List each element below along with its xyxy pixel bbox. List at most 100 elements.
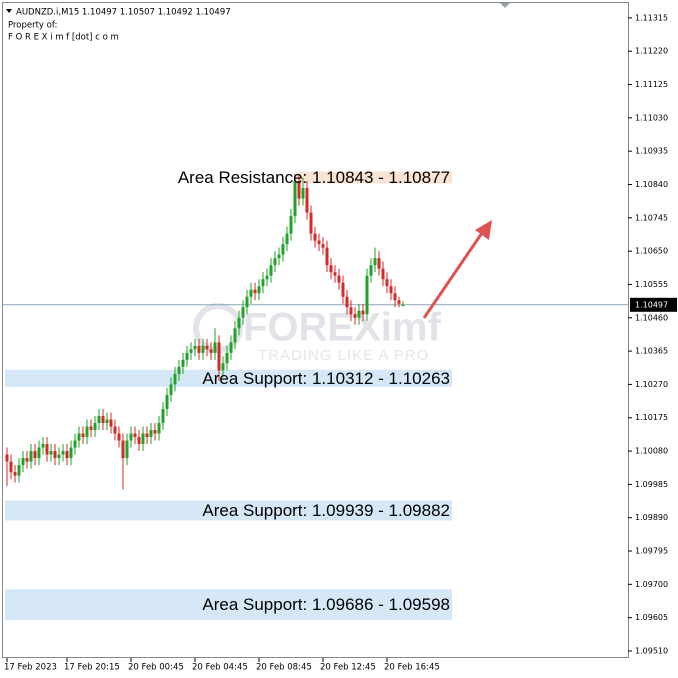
- candle-body: [317, 240, 321, 245]
- candle-body: [225, 352, 229, 364]
- candle-body: [85, 426, 89, 438]
- y-tick-label: 1.11315: [635, 13, 668, 22]
- x-tick-label: 17 Feb 2023: [4, 663, 57, 673]
- candle-body: [185, 352, 189, 360]
- candle-body: [29, 451, 33, 462]
- watermark-brand: FOREXimf: [243, 306, 441, 350]
- candle-body: [349, 307, 353, 315]
- candle-body: [213, 342, 217, 353]
- candle-body: [337, 275, 341, 283]
- candle-body: [245, 296, 249, 308]
- x-tick-label: 20 Feb 04:45: [192, 663, 248, 673]
- candle-body: [233, 328, 237, 343]
- candle-body: [285, 233, 289, 245]
- y-tick-label: 1.10460: [635, 313, 668, 322]
- candle-body: [81, 433, 85, 438]
- candle-body: [229, 342, 233, 353]
- candle-body: [249, 289, 253, 297]
- zone-label: Area Support: 1.09939 - 1.09882: [202, 501, 450, 520]
- candle-body: [281, 244, 285, 255]
- candle-body: [309, 212, 313, 234]
- y-tick-label: 1.09985: [635, 480, 668, 489]
- current-price-label: 1.10497: [635, 300, 668, 309]
- candle-body: [41, 444, 45, 448]
- candle-body: [157, 423, 161, 434]
- candle-body: [329, 265, 333, 273]
- current-price-box: [630, 297, 677, 312]
- candle-body: [361, 310, 365, 315]
- zone: [5, 500, 452, 521]
- candle-body: [345, 296, 349, 308]
- candle-body: [197, 345, 201, 353]
- candle-body: [277, 254, 281, 259]
- y-tick-label: 1.10650: [635, 247, 668, 256]
- candle-body: [97, 415, 101, 423]
- candle-body: [205, 345, 209, 350]
- candle-body: [169, 384, 173, 395]
- candle-body: [289, 216, 293, 234]
- candle-body: [93, 423, 97, 431]
- y-tick-label: 1.10840: [635, 180, 668, 189]
- candle-body: [5, 454, 9, 462]
- candle-body: [73, 440, 77, 448]
- zone-label: Area Support: 1.09686 - 1.09598: [202, 595, 450, 614]
- candle-body: [141, 433, 145, 445]
- candle-body: [173, 373, 177, 385]
- candle-body: [293, 180, 297, 217]
- candle-body: [37, 447, 41, 459]
- x-tick-label: 17 Feb 20:15: [64, 663, 120, 673]
- candle-body: [365, 275, 369, 315]
- candle-body: [49, 451, 53, 455]
- y-tick-label: 1.10365: [635, 347, 668, 356]
- candle-body: [333, 272, 337, 276]
- candle-body: [21, 458, 25, 466]
- y-tick-label: 1.11030: [635, 113, 668, 122]
- candle-body: [153, 430, 157, 434]
- candle-body: [357, 310, 361, 318]
- candle-body: [45, 444, 49, 455]
- candle-body: [193, 345, 197, 350]
- candle-body: [385, 279, 389, 287]
- candle-body: [69, 447, 73, 459]
- candle-body: [133, 433, 137, 438]
- candle-body: [129, 433, 133, 441]
- candle-body: [25, 458, 29, 462]
- candle-body: [373, 258, 377, 266]
- candle-body: [165, 394, 169, 409]
- y-tick-label: 1.09605: [635, 613, 668, 622]
- candle-body: [113, 426, 117, 434]
- candle-body: [353, 314, 357, 318]
- x-tick-label: 20 Feb 08:45: [256, 663, 312, 673]
- candle-body: [161, 408, 165, 423]
- candle-body: [265, 275, 269, 280]
- candle-body: [121, 440, 125, 459]
- x-tick-label: 20 Feb 16:45: [384, 663, 440, 673]
- candle-body: [137, 437, 141, 445]
- arrow-head: [475, 220, 492, 240]
- candle-body: [237, 317, 241, 329]
- plot-frame: [2, 2, 629, 658]
- candle-body: [297, 180, 301, 199]
- header-title: AUDNZD.i,M15 1.10497 1.10507 1.10492 1.1…: [16, 8, 231, 18]
- y-tick-label: 1.09700: [635, 580, 668, 589]
- zone: [5, 589, 452, 621]
- candle-body: [145, 433, 149, 438]
- candle-body: [217, 342, 221, 371]
- candle-body: [261, 279, 265, 287]
- header-arrow: [6, 9, 12, 13]
- candle-body: [221, 363, 225, 371]
- candle-body: [53, 451, 57, 459]
- candle-body: [325, 247, 329, 266]
- zone-label: Area Support: 1.10312 - 1.10263: [202, 369, 450, 388]
- candle-body: [301, 188, 305, 199]
- zone: [5, 369, 452, 387]
- y-tick-label: 1.10555: [635, 280, 668, 289]
- candle-body: [305, 188, 309, 213]
- plot: [3, 173, 628, 490]
- candle-body: [253, 289, 257, 294]
- y-tick-label: 1.10270: [635, 380, 668, 389]
- candle-body: [57, 454, 61, 459]
- arrow-line: [422, 229, 486, 319]
- candle-body: [389, 286, 393, 294]
